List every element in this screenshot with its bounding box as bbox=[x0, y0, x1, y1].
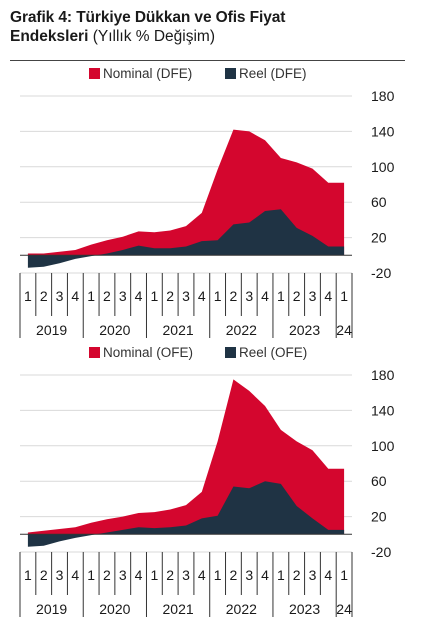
x-year-label: 24 bbox=[336, 601, 352, 617]
y-tick-label: 20 bbox=[371, 230, 387, 246]
legend-swatch-real bbox=[225, 68, 236, 79]
y-tick-label: 140 bbox=[371, 123, 395, 139]
x-quarter-label: 1 bbox=[214, 288, 222, 304]
x-quarter-label: 3 bbox=[182, 567, 190, 583]
x-quarter-label: 4 bbox=[324, 567, 332, 583]
x-quarter-label: 3 bbox=[245, 288, 253, 304]
y-tick-label: 20 bbox=[371, 509, 387, 525]
x-quarter-label: 4 bbox=[135, 567, 143, 583]
x-quarter-label: 4 bbox=[261, 567, 269, 583]
x-quarter-label: 2 bbox=[40, 288, 48, 304]
x-quarter-label: 2 bbox=[230, 288, 238, 304]
y-tick-label: -20 bbox=[371, 544, 391, 560]
x-quarter-label: 4 bbox=[198, 288, 206, 304]
x-quarter-label: 2 bbox=[40, 567, 48, 583]
y-tick-label: -20 bbox=[371, 265, 391, 281]
x-quarter-label: 3 bbox=[182, 288, 190, 304]
title-divider bbox=[10, 60, 405, 61]
x-year-label: 2019 bbox=[36, 601, 67, 617]
y-tick-label: 100 bbox=[371, 438, 395, 454]
legend-swatch-nominal bbox=[89, 347, 100, 358]
x-quarter-label: 1 bbox=[277, 567, 285, 583]
legend-swatch-real bbox=[225, 347, 236, 358]
x-quarter-label: 3 bbox=[119, 288, 127, 304]
legend-label-nominal: Nominal (OFE) bbox=[103, 345, 193, 360]
x-quarter-label: 1 bbox=[150, 288, 158, 304]
y-tick-label: 60 bbox=[371, 473, 387, 489]
x-year-label: 2020 bbox=[99, 322, 130, 338]
x-quarter-label: 3 bbox=[56, 288, 64, 304]
x-quarter-label: 2 bbox=[293, 288, 301, 304]
y-tick-label: 180 bbox=[371, 88, 395, 104]
y-tick-label: 100 bbox=[371, 159, 395, 175]
area-real bbox=[27, 481, 345, 547]
x-quarter-label: 2 bbox=[166, 288, 174, 304]
title-subtitle: (Yıllık % Değişim) bbox=[88, 28, 216, 45]
x-quarter-label: 4 bbox=[71, 288, 79, 304]
x-year-label: 2022 bbox=[226, 322, 257, 338]
x-quarter-label: 4 bbox=[71, 567, 79, 583]
x-year-label: 2020 bbox=[99, 601, 130, 617]
chart-office-price-index: 180 140 100 60 20 -20 Nominal (OFE) Reel (OFE) 1… bbox=[19, 345, 395, 617]
x-quarter-label: 1 bbox=[340, 288, 348, 304]
y-tick-label: 140 bbox=[371, 402, 395, 418]
x-quarter-label: 3 bbox=[309, 288, 317, 304]
legend-label-real: Reel (DFE) bbox=[239, 66, 307, 81]
x-quarter-label: 3 bbox=[119, 567, 127, 583]
legend-swatch-nominal bbox=[89, 68, 100, 79]
legend-label-real: Reel (OFE) bbox=[239, 345, 307, 360]
x-quarter-label: 3 bbox=[245, 567, 253, 583]
chart-title: Grafik 4: Türkiye Dükkan ve Ofis Fiyat E… bbox=[10, 8, 410, 46]
x-year-label: 2023 bbox=[289, 322, 320, 338]
x-quarter-label: 1 bbox=[150, 567, 158, 583]
x-year-label: 2019 bbox=[36, 322, 67, 338]
x-quarter-label: 1 bbox=[24, 288, 32, 304]
x-quarter-label: 2 bbox=[230, 567, 238, 583]
x-quarter-label: 2 bbox=[166, 567, 174, 583]
x-year-label: 2021 bbox=[163, 601, 194, 617]
x-year-label: 2022 bbox=[226, 601, 257, 617]
x-quarter-label: 1 bbox=[87, 288, 95, 304]
x-quarter-label: 2 bbox=[103, 567, 111, 583]
x-year-label: 24 bbox=[336, 322, 352, 338]
x-quarter-label: 1 bbox=[277, 288, 285, 304]
x-quarter-label: 3 bbox=[309, 567, 317, 583]
x-quarter-label: 1 bbox=[214, 567, 222, 583]
x-quarter-label: 4 bbox=[261, 288, 269, 304]
x-quarter-label: 2 bbox=[293, 567, 301, 583]
x-quarter-label: 3 bbox=[56, 567, 64, 583]
x-year-label: 2023 bbox=[289, 601, 320, 617]
x-quarter-label: 1 bbox=[87, 567, 95, 583]
x-quarter-label: 4 bbox=[135, 288, 143, 304]
title-line-1: Grafik 4: Türkiye Dükkan ve Ofis Fiyat bbox=[10, 9, 286, 26]
y-tick-label: 60 bbox=[371, 194, 387, 210]
x-quarter-label: 1 bbox=[24, 567, 32, 583]
x-quarter-label: 4 bbox=[324, 288, 332, 304]
chart-shop-price-index: 180 140 100 60 20 -20 Nominal (DFE) Reel (DFE) 1… bbox=[19, 66, 395, 338]
title-line-2: Endeksleri (Yıllık % Değişim) bbox=[10, 27, 410, 46]
area-real bbox=[27, 209, 345, 268]
x-quarter-label: 4 bbox=[198, 567, 206, 583]
title-bold-word: Endeksleri bbox=[10, 28, 89, 45]
x-quarter-label: 2 bbox=[103, 288, 111, 304]
y-tick-label: 180 bbox=[371, 367, 395, 383]
x-quarter-label: 1 bbox=[340, 567, 348, 583]
x-year-label: 2021 bbox=[163, 322, 194, 338]
legend-label-nominal: Nominal (DFE) bbox=[103, 66, 192, 81]
